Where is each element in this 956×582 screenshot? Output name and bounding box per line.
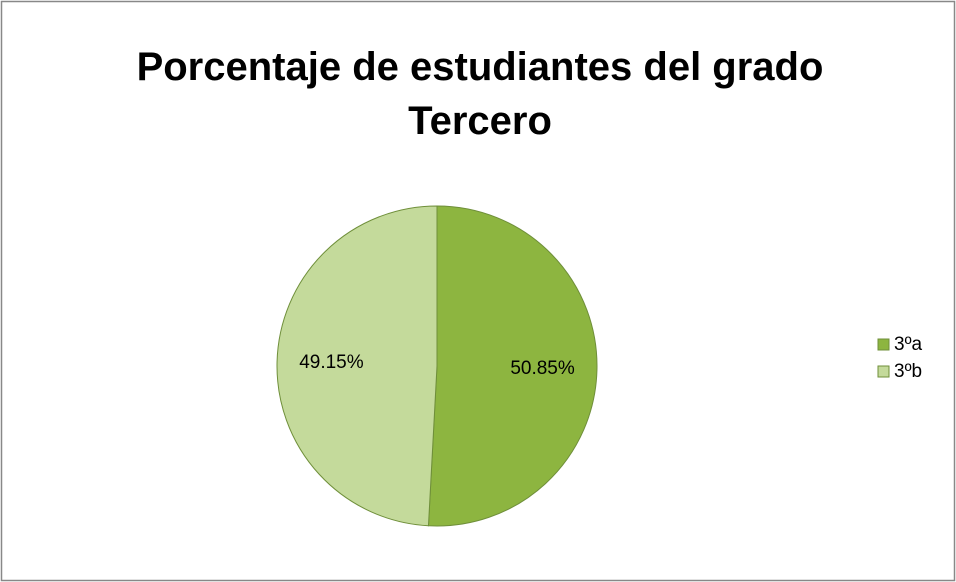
pie-slice bbox=[427, 205, 598, 527]
chart-title: Porcentaje de estudiantes del grado Terc… bbox=[136, 45, 824, 143]
legend-label: 3ºa bbox=[894, 334, 923, 355]
legend-swatch bbox=[877, 338, 890, 351]
legend-label: 3ºb bbox=[894, 361, 922, 382]
legend-swatch bbox=[877, 365, 890, 378]
data-label: 50.85% bbox=[510, 358, 575, 379]
data-label: 49.15% bbox=[299, 352, 364, 373]
pie-slice bbox=[276, 205, 438, 527]
